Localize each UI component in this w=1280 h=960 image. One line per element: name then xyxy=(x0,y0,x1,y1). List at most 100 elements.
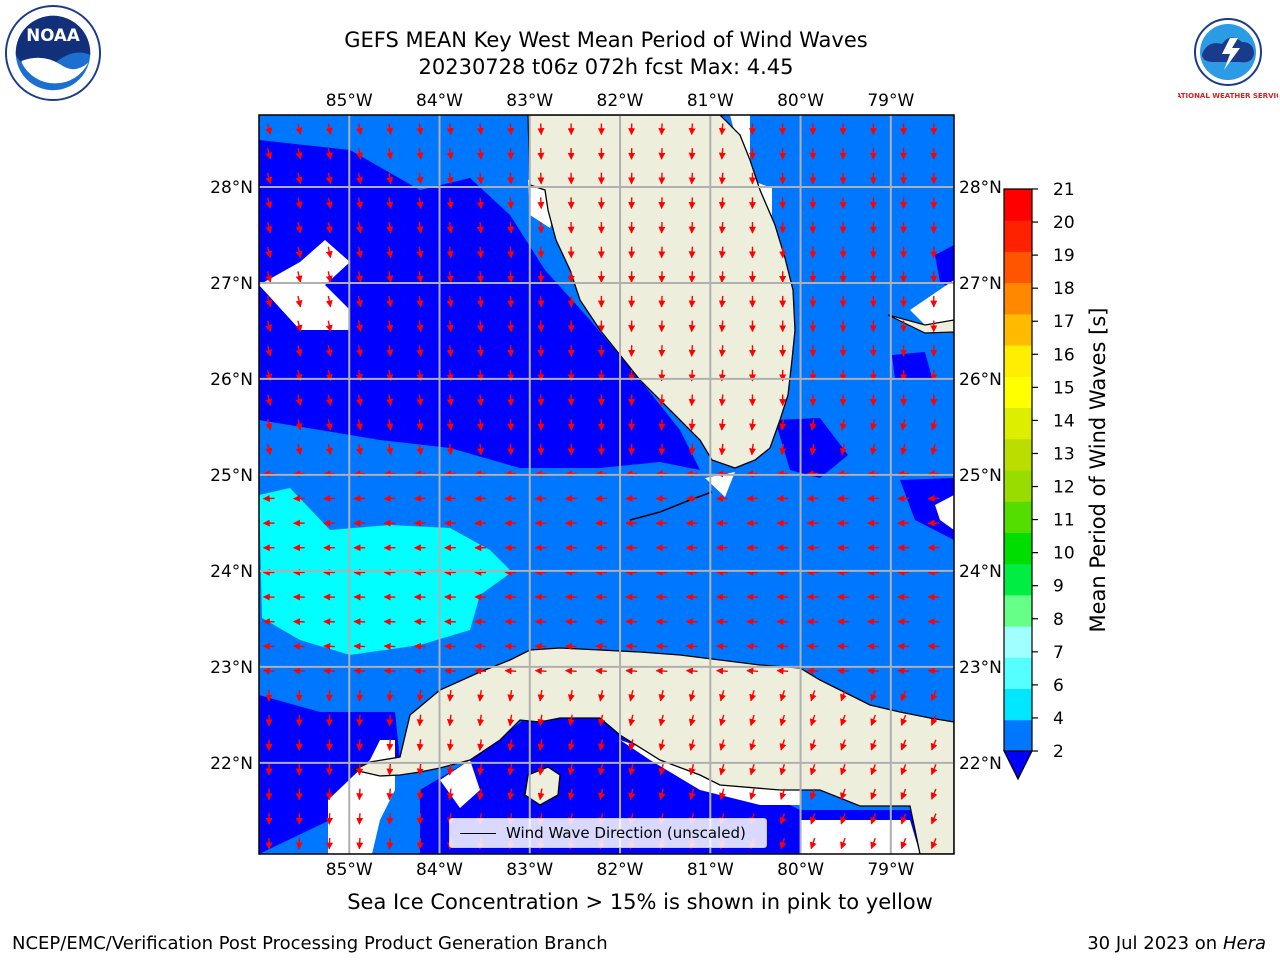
wind-wave-arrow xyxy=(476,443,484,456)
colorbar-segment xyxy=(1004,719,1032,752)
wind-wave-arrow xyxy=(719,788,726,801)
lon-tick-label: 81°W xyxy=(687,91,734,111)
wind-wave-arrow xyxy=(356,837,364,850)
wind-wave-arrow xyxy=(356,221,363,234)
wind-wave-arrow xyxy=(265,271,273,283)
wind-wave-arrow xyxy=(325,419,333,431)
lat-tick-label-right: 26°N xyxy=(959,370,1002,390)
wind-wave-arrow xyxy=(628,788,636,801)
wind-wave-arrow xyxy=(413,667,426,675)
wind-wave-arrow xyxy=(688,221,696,234)
wind-wave-arrow xyxy=(265,123,273,136)
wind-wave-arrow xyxy=(930,764,938,776)
wind-wave-arrow xyxy=(416,443,424,456)
wind-wave-arrow xyxy=(930,739,938,751)
wind-wave-arrow xyxy=(353,642,366,650)
wind-wave-arrow xyxy=(840,764,847,776)
wind-wave-arrow xyxy=(507,739,515,751)
wind-wave-arrow xyxy=(718,246,726,259)
wind-wave-arrow xyxy=(265,443,273,456)
wind-wave-arrow xyxy=(293,642,305,650)
wind-wave-arrow xyxy=(325,345,333,357)
wind-wave-arrow xyxy=(658,739,666,751)
wind-wave-arrow xyxy=(386,690,394,702)
wind-wave-arrow xyxy=(265,197,273,209)
wind-wave-arrow xyxy=(477,788,485,801)
period-band-below-2-bahamas xyxy=(892,352,932,380)
footer-credit: NCEP/EMC/Verification Post Processing Pr… xyxy=(12,933,608,954)
wind-wave-arrow xyxy=(598,739,605,751)
wind-wave-arrow xyxy=(688,690,696,702)
lat-tick-label: 25°N xyxy=(210,466,253,486)
colorbar-segment xyxy=(1004,189,1032,221)
wind-wave-arrow xyxy=(446,714,454,727)
wind-wave-arrow xyxy=(476,271,484,283)
wind-wave-arrow xyxy=(749,443,757,456)
lat-tick-label: 22°N xyxy=(210,754,253,774)
wind-wave-arrow xyxy=(265,345,273,357)
wind-wave-arrow xyxy=(716,642,728,650)
wind-wave-arrow xyxy=(265,222,273,234)
wind-wave-arrow xyxy=(507,788,515,801)
wind-wave-arrow xyxy=(416,788,424,801)
wind-wave-arrow xyxy=(567,788,575,801)
wind-wave-arrow xyxy=(507,123,515,136)
wind-wave-arrow xyxy=(870,690,877,702)
wind-wave-arrow xyxy=(655,667,668,675)
wind-wave-arrow xyxy=(416,197,424,210)
wind-wave-arrow xyxy=(870,714,877,726)
wind-wave-arrow xyxy=(325,320,333,333)
wind-wave-arrow xyxy=(325,443,333,456)
wind-wave-arrow xyxy=(685,667,698,675)
wind-wave-arrow xyxy=(779,764,787,776)
colorbar-tick-label: 14 xyxy=(1053,411,1075,431)
colorbar-frame xyxy=(1003,188,1033,751)
wind-wave-arrow xyxy=(688,394,696,407)
wind-wave-arrow xyxy=(688,788,696,801)
wind-wave-arrow xyxy=(507,197,515,210)
wind-wave-arrow xyxy=(262,667,275,675)
wind-wave-arrow xyxy=(325,172,333,185)
wind-wave-arrow xyxy=(353,667,366,675)
wind-wave-arrow xyxy=(295,419,303,431)
colorbar-tick-label: 4 xyxy=(1053,709,1064,729)
wind-wave-arrow xyxy=(446,221,454,234)
wind-wave-arrow xyxy=(688,714,696,727)
wind-wave-arrow xyxy=(386,813,394,825)
wind-wave-arrow xyxy=(416,271,424,283)
wind-wave-arrow xyxy=(658,763,666,776)
wind-wave-arrow xyxy=(658,788,666,801)
colorbar-segment xyxy=(1004,313,1032,346)
wind-wave-arrow xyxy=(900,788,908,800)
wind-wave-arrow xyxy=(265,172,273,185)
wind-wave-arrow xyxy=(386,739,394,752)
wind-wave-arrow xyxy=(265,148,273,160)
wind-wave-arrow xyxy=(870,837,877,850)
wind-wave-arrow xyxy=(930,419,938,431)
wind-wave-arrow xyxy=(413,642,426,650)
land-bahamas xyxy=(887,314,954,334)
wind-wave-arrow xyxy=(416,172,424,185)
lat-tick-label: 28°N xyxy=(210,178,253,198)
wind-wave-arrow xyxy=(504,642,517,650)
wind-wave-arrow xyxy=(900,764,908,776)
wind-wave-arrow xyxy=(356,320,363,333)
wind-wave-arrow xyxy=(386,172,394,185)
legend-label: Wind Wave Direction (unscaled) xyxy=(506,824,746,842)
wind-wave-arrow xyxy=(507,763,515,776)
wind-wave-arrow xyxy=(567,763,575,776)
wind-wave-arrow xyxy=(325,222,333,234)
wind-wave-arrow xyxy=(476,320,484,333)
lon-tick-label: 82°W xyxy=(597,91,644,111)
lat-tick-label: 23°N xyxy=(210,658,253,678)
wind-wave-arrow xyxy=(386,394,394,407)
wind-wave-arrow xyxy=(809,764,817,776)
wind-wave-arrow xyxy=(839,443,847,456)
chart-title: GEFS MEAN Key West Mean Period of Wind W… xyxy=(344,28,868,52)
wind-wave-arrow xyxy=(746,642,759,650)
wind-wave-arrow xyxy=(749,788,757,801)
wind-wave-arrow xyxy=(598,714,605,727)
chart-subtitle: 20230728 t06z 072h fcst Max: 4.45 xyxy=(418,55,794,79)
wind-wave-arrow xyxy=(356,739,364,752)
